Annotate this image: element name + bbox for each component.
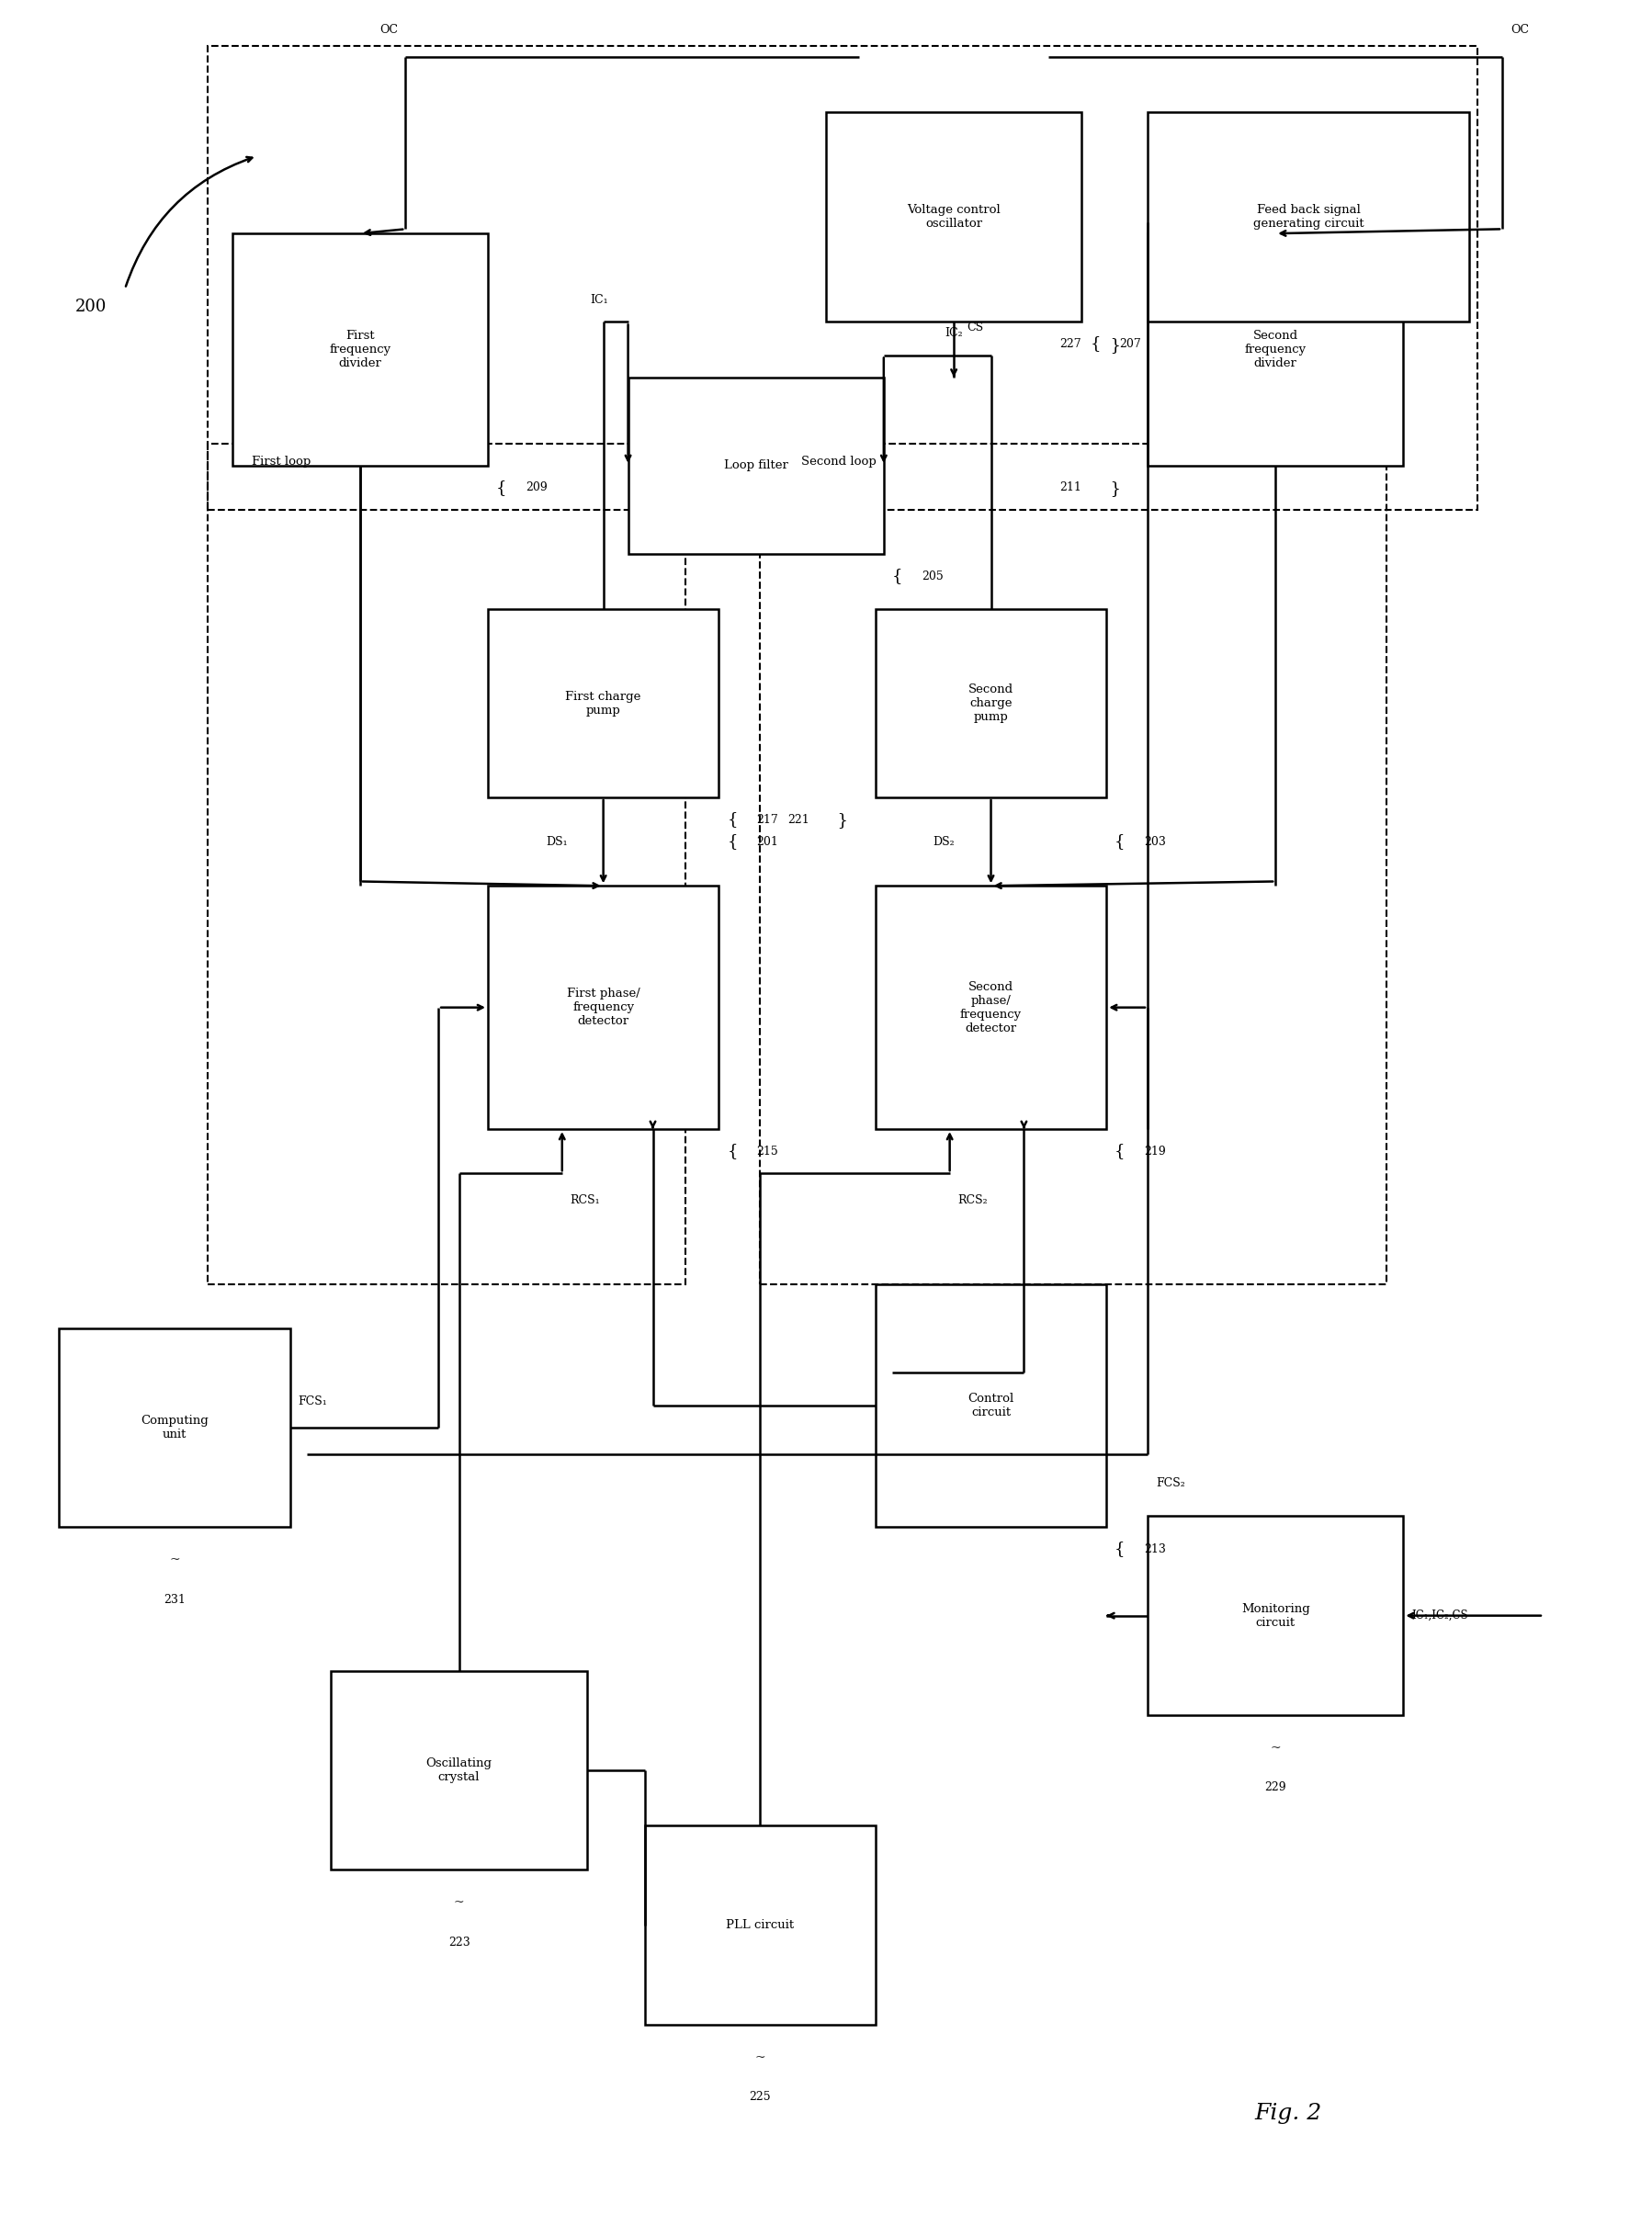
- Text: 221: 221: [788, 813, 809, 826]
- Text: {: {: [834, 810, 844, 828]
- Text: 205: 205: [922, 571, 943, 582]
- Text: {: {: [1090, 337, 1100, 352]
- Text: Computing
unit: Computing unit: [140, 1415, 208, 1441]
- Text: {: {: [1107, 480, 1117, 496]
- Text: Second
frequency
divider: Second frequency divider: [1244, 330, 1307, 370]
- FancyBboxPatch shape: [59, 1328, 291, 1528]
- Text: 215: 215: [757, 1145, 778, 1158]
- Text: RCS₁: RCS₁: [570, 1193, 600, 1207]
- FancyBboxPatch shape: [1148, 232, 1403, 465]
- Text: Feed back signal
generating circuit: Feed back signal generating circuit: [1254, 204, 1365, 230]
- Text: IC₁,IC₂,CS: IC₁,IC₂,CS: [1411, 1610, 1469, 1621]
- Text: IC₂: IC₂: [945, 328, 963, 339]
- Text: Loop filter: Loop filter: [724, 461, 788, 472]
- Text: RCS₂: RCS₂: [958, 1193, 988, 1207]
- Text: Second
charge
pump: Second charge pump: [968, 684, 1014, 724]
- Text: {: {: [727, 1142, 737, 1160]
- Text: {: {: [1115, 1541, 1125, 1559]
- Text: {: {: [727, 810, 737, 828]
- Text: {: {: [727, 832, 737, 850]
- Text: 227: 227: [1061, 339, 1082, 350]
- Text: ~: ~: [454, 1897, 464, 1908]
- Text: 223: 223: [448, 1937, 469, 1948]
- FancyBboxPatch shape: [233, 232, 487, 465]
- Text: Monitoring
circuit: Monitoring circuit: [1241, 1603, 1310, 1630]
- Text: DS₁: DS₁: [545, 835, 567, 848]
- FancyBboxPatch shape: [1148, 1517, 1403, 1716]
- FancyBboxPatch shape: [644, 1827, 876, 2026]
- Text: {: {: [1107, 337, 1117, 352]
- FancyBboxPatch shape: [826, 113, 1082, 321]
- Text: IC₁: IC₁: [590, 294, 608, 306]
- Text: Control
circuit: Control circuit: [968, 1393, 1014, 1419]
- Text: 229: 229: [1265, 1782, 1287, 1793]
- Text: Oscillating
crystal: Oscillating crystal: [426, 1758, 492, 1782]
- Text: ~: ~: [1270, 1742, 1280, 1753]
- Text: {: {: [1115, 832, 1125, 850]
- Text: OC: OC: [380, 24, 398, 35]
- Text: 225: 225: [748, 2090, 771, 2103]
- FancyBboxPatch shape: [487, 886, 719, 1129]
- FancyBboxPatch shape: [628, 376, 884, 554]
- Text: {: {: [1115, 1142, 1125, 1160]
- Text: 219: 219: [1145, 1145, 1166, 1158]
- Text: {: {: [496, 480, 507, 496]
- Text: {: {: [892, 569, 902, 584]
- FancyBboxPatch shape: [876, 1284, 1107, 1528]
- Text: CS: CS: [966, 321, 983, 334]
- FancyBboxPatch shape: [330, 1672, 586, 1871]
- Text: First phase/
frequency
detector: First phase/ frequency detector: [567, 987, 639, 1027]
- FancyBboxPatch shape: [1148, 113, 1469, 321]
- FancyBboxPatch shape: [487, 609, 719, 797]
- Text: PLL circuit: PLL circuit: [725, 1920, 795, 1931]
- Text: 211: 211: [1059, 483, 1082, 494]
- Text: Fig. 2: Fig. 2: [1256, 2103, 1322, 2123]
- Text: FCS₁: FCS₁: [297, 1395, 327, 1408]
- Text: ~: ~: [755, 2052, 765, 2063]
- Text: Voltage control
oscillator: Voltage control oscillator: [907, 204, 1001, 230]
- Text: 207: 207: [1120, 339, 1142, 350]
- FancyBboxPatch shape: [876, 609, 1107, 797]
- Text: FCS₂: FCS₂: [1156, 1477, 1184, 1490]
- Text: First charge
pump: First charge pump: [565, 691, 641, 717]
- Text: OC: OC: [1510, 24, 1528, 35]
- Text: Second loop: Second loop: [801, 456, 876, 467]
- Text: 213: 213: [1145, 1543, 1166, 1554]
- Text: 203: 203: [1145, 835, 1166, 848]
- Text: 217: 217: [757, 813, 778, 826]
- Text: Second
phase/
frequency
detector: Second phase/ frequency detector: [960, 981, 1023, 1034]
- Text: 200: 200: [76, 299, 107, 314]
- Text: First loop: First loop: [253, 456, 311, 467]
- Text: First
frequency
divider: First frequency divider: [329, 330, 392, 370]
- Text: 201: 201: [757, 835, 778, 848]
- Text: ~: ~: [169, 1554, 180, 1568]
- Text: 209: 209: [525, 483, 547, 494]
- Text: 231: 231: [164, 1594, 185, 1605]
- Text: DS₂: DS₂: [933, 835, 955, 848]
- FancyBboxPatch shape: [876, 886, 1107, 1129]
